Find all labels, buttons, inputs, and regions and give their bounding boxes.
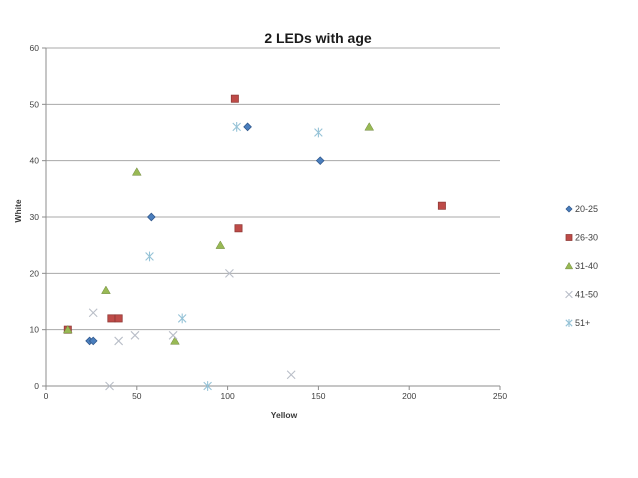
legend-label-26-30: 26-30: [575, 233, 598, 243]
legend-marker-triangle: [564, 261, 574, 270]
data-point-26-30: [107, 314, 116, 323]
data-point-41-50: [88, 308, 98, 318]
data-point-20-25: [315, 156, 325, 165]
data-point-26-30: [230, 94, 239, 103]
series-41-50: [88, 268, 296, 391]
x-tick-label-100: 100: [221, 391, 235, 401]
data-point-41-50: [105, 381, 114, 391]
data-point-20-25: [243, 122, 252, 132]
legend-label-31-40: 31-40: [575, 261, 598, 271]
chart-title: 2 LEDs with age: [264, 30, 372, 46]
x-tick-label-150: 150: [311, 391, 325, 401]
data-point-41-50: [114, 336, 124, 346]
legend-item-20-25: 20-25: [565, 204, 598, 214]
y-tick-label-40: 40: [30, 156, 40, 166]
y-tick-label-60: 60: [30, 43, 40, 53]
y-tick-label-20: 20: [30, 268, 40, 278]
data-point-31-40: [364, 122, 375, 131]
series-31-40: [62, 122, 375, 345]
y-axis-title: White: [13, 199, 23, 223]
series-26-30: [63, 94, 446, 334]
data-point-41-50: [286, 370, 296, 380]
legend-item-51+: 51+: [565, 318, 590, 328]
legend-marker-x: [565, 290, 573, 299]
data-point-41-50: [130, 330, 140, 340]
x-tick-label-50: 50: [132, 391, 142, 401]
data-point-20-25: [88, 336, 98, 346]
x-axis-title: Yellow: [270, 410, 298, 420]
data-point-31-40: [101, 285, 111, 294]
legend-marker-diamond: [565, 205, 573, 213]
y-tick-label-30: 30: [30, 212, 40, 222]
data-point-26-30: [234, 224, 243, 233]
series-20-25: [85, 122, 325, 346]
legend-label-41-50: 41-50: [575, 290, 598, 300]
y-tick-label-50: 50: [30, 99, 40, 109]
legend-item-26-30: 26-30: [565, 233, 598, 243]
legend-label-51+: 51+: [575, 318, 590, 328]
series-51+: [145, 121, 323, 391]
data-point-26-30: [114, 314, 123, 323]
y-tick-label-10: 10: [30, 325, 40, 335]
legend-item-41-50: 41-50: [565, 290, 598, 300]
data-point-31-40: [215, 240, 226, 249]
data-point-20-25: [146, 212, 156, 222]
legend-marker-square: [565, 234, 573, 241]
y-tick-label-0: 0: [34, 381, 39, 391]
data-point-41-50: [225, 268, 234, 278]
x-tick-label-200: 200: [402, 391, 416, 401]
legend: 20-25 26-30 31-40 41-50 51+: [564, 204, 598, 328]
data-point-31-40: [131, 167, 142, 176]
data-point-26-30: [437, 201, 446, 210]
x-tick-label-0: 0: [44, 391, 49, 401]
legend-item-31-40: 31-40: [564, 261, 598, 271]
x-tick-label-250: 250: [493, 391, 507, 401]
legend-label-20-25: 20-25: [575, 204, 598, 214]
data-point-41-50: [168, 330, 178, 340]
data-point-31-40: [170, 336, 180, 345]
data-point-31-40: [62, 324, 73, 334]
